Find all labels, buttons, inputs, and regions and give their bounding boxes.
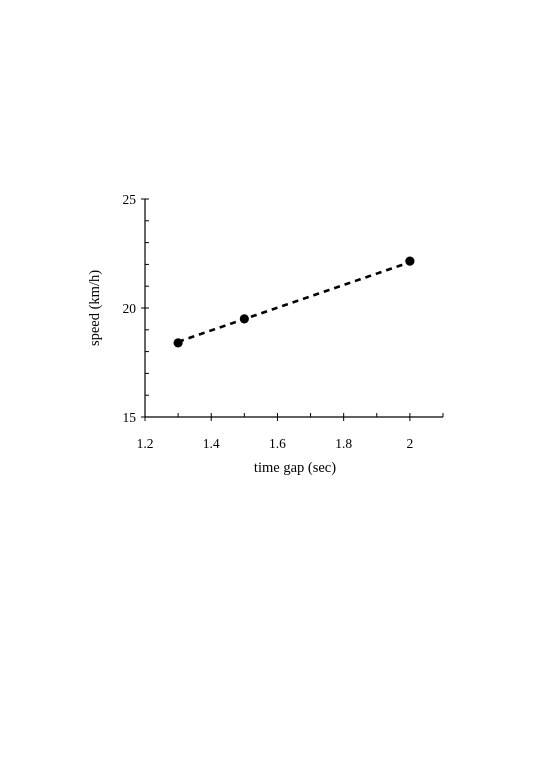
y-tick-label: 25 (123, 192, 137, 207)
x-axis-title: time gap (sec) (254, 460, 336, 476)
y-tick-label: 20 (123, 301, 137, 316)
data-point (239, 314, 249, 324)
data-point (405, 256, 415, 266)
tick-labels: 15 20 25 1.2 1.4 1.6 1.8 2 (123, 192, 414, 451)
data-points (173, 256, 415, 348)
x-tick-label: 1.4 (203, 436, 220, 451)
x-tick-label: 1.8 (335, 436, 352, 451)
x-tick-label: 1.2 (137, 436, 154, 451)
trendline-layer (177, 260, 411, 344)
y-tick-label: 15 (123, 410, 137, 425)
y-axis-title: speed (km/h) (87, 270, 103, 346)
data-point (173, 338, 183, 348)
trendline (177, 260, 411, 344)
axes (141, 198, 444, 421)
x-tick-label: 1.6 (269, 436, 286, 451)
x-tick-label: 2 (407, 436, 414, 451)
